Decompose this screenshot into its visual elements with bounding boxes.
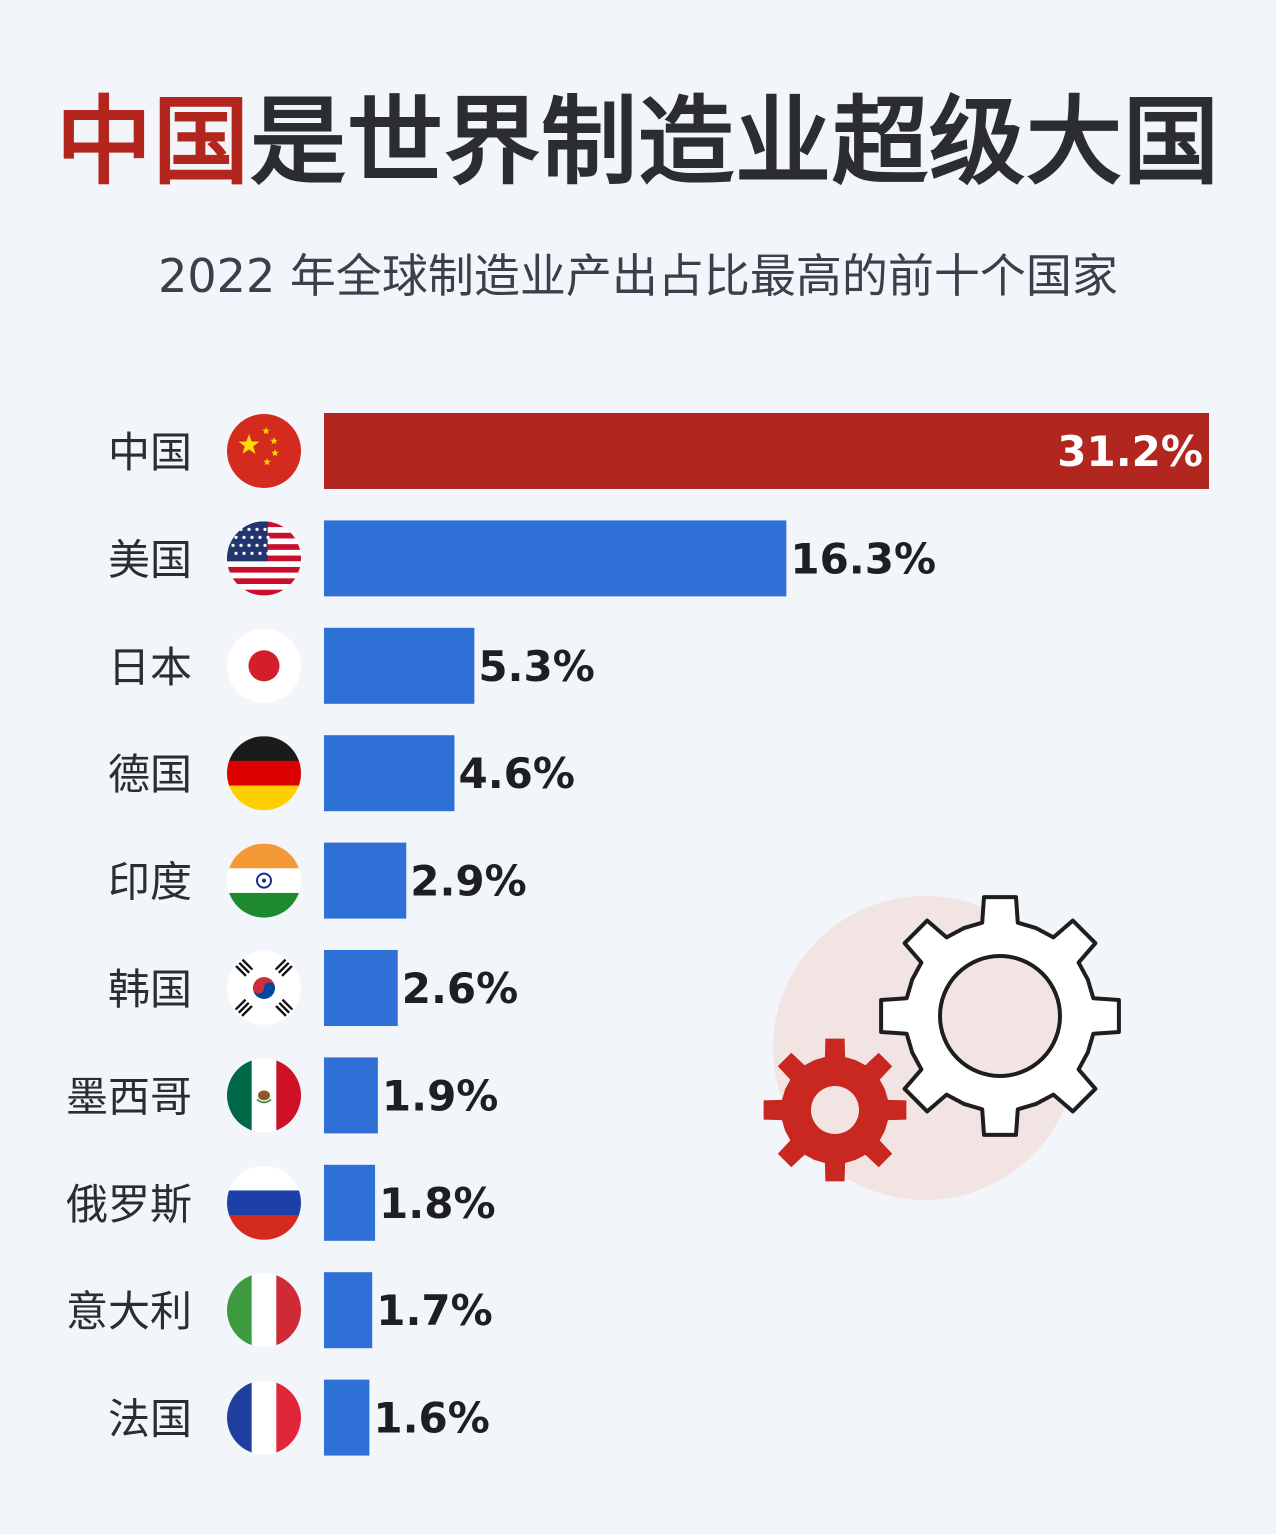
value-label: 4.6% (458, 749, 574, 798)
page-title: 中国是世界制造业超级大国 (0, 82, 1276, 202)
italy-flag-icon (227, 1273, 301, 1348)
china-flag-icon (227, 414, 301, 488)
value-label: 31.2% (1057, 427, 1203, 476)
value-label: 1.6% (373, 1394, 489, 1443)
category-label: 印度 (108, 858, 192, 907)
value-label: 16.3% (790, 534, 936, 583)
category-label: 意大利 (66, 1287, 192, 1336)
bar (324, 627, 475, 704)
japan-flag-icon (227, 628, 301, 703)
title-rest: 是世界制造业超级大国 (250, 86, 1220, 198)
category-label: 美国 (108, 535, 192, 584)
bar (324, 950, 398, 1026)
title-highlight: 中国 (56, 86, 250, 198)
bar (324, 735, 455, 812)
white-gear-icon (879, 895, 1121, 1137)
category-label: 法国 (108, 1395, 192, 1444)
category-label: 中国 (108, 428, 192, 477)
bar (324, 1057, 378, 1134)
bar (324, 520, 787, 597)
category-label: 日本 (108, 643, 192, 692)
value-label: 1.8% (379, 1179, 495, 1228)
red-gear-icon (763, 1038, 907, 1182)
france-flag-icon (227, 1380, 301, 1455)
value-label: 2.6% (402, 964, 518, 1013)
category-label: 韩国 (108, 965, 192, 1014)
category-label: 德国 (108, 750, 192, 799)
germany-flag-icon (227, 736, 301, 811)
bar (324, 1379, 370, 1456)
mexico-flag-icon (227, 1058, 301, 1133)
value-label: 1.9% (382, 1071, 498, 1120)
value-label: 5.3% (478, 642, 594, 691)
usa-flag-icon (227, 521, 301, 596)
bar (324, 1164, 376, 1241)
value-label: 1.7% (376, 1286, 492, 1335)
chart-subtitle: 2022 年全球制造业产出占比最高的前十个国家 (158, 249, 1118, 303)
category-label: 墨西哥 (66, 1072, 192, 1121)
bar (324, 1272, 373, 1349)
value-label: 2.9% (410, 857, 526, 906)
bar (324, 413, 1209, 489)
bar (324, 842, 407, 919)
korea-flag-icon (227, 951, 301, 1025)
category-label: 俄罗斯 (66, 1180, 192, 1229)
russia-flag-icon (227, 1165, 301, 1240)
gears-illustration (763, 895, 1121, 1200)
india-flag-icon (227, 843, 301, 918)
